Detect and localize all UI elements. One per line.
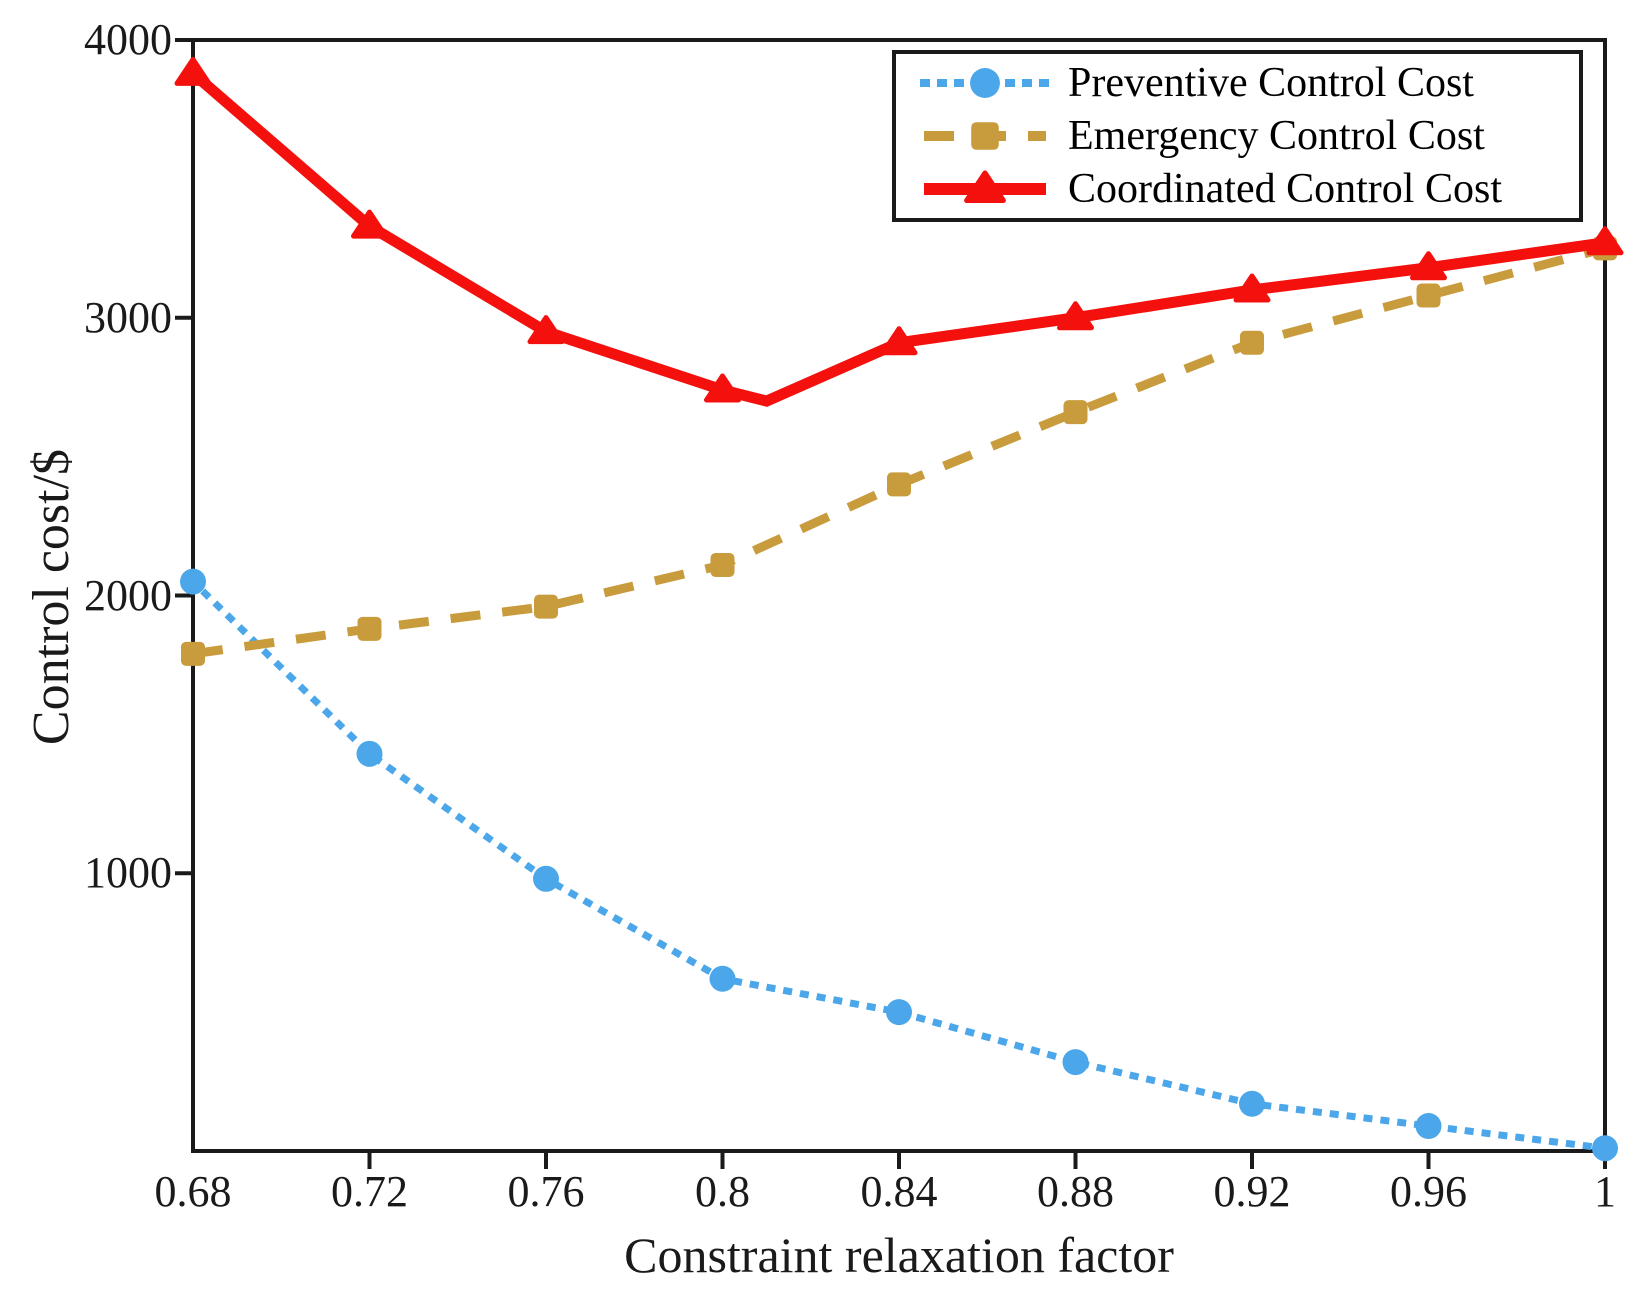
marker-square	[887, 472, 911, 497]
marker-square	[971, 122, 999, 150]
legend-label: Preventive Control Cost	[1068, 59, 1474, 106]
y-tick-label: 2000	[84, 570, 172, 620]
marker-square	[1240, 330, 1264, 355]
marker-circle	[533, 865, 559, 892]
marker-circle	[970, 67, 1000, 98]
marker-triangle	[174, 56, 212, 86]
legend: Preventive Control Cost Emergency Control…	[892, 50, 1583, 222]
x-tick-label: 0.68	[154, 1167, 232, 1216]
y-tick-label: 1000	[84, 848, 172, 898]
marker-circle	[180, 568, 206, 595]
legend-sample-emergency	[924, 122, 1046, 150]
x-tick-label: 0.8	[695, 1167, 750, 1216]
marker-square	[710, 552, 735, 577]
series-line-emergency	[192, 243, 1607, 659]
x-tick-label: 0.92	[1213, 1167, 1291, 1216]
y-tick-label: 3000	[84, 292, 172, 342]
legend-label: Coordinated Control Cost	[1068, 166, 1502, 213]
marker-square	[1063, 400, 1088, 425]
marker-triangle	[1410, 251, 1447, 281]
x-tick-label: 0.88	[1037, 1167, 1114, 1216]
marker-triangle	[1233, 273, 1271, 303]
legend-item-preventive: Preventive Control Cost	[920, 57, 1579, 109]
marker-square	[1416, 283, 1441, 308]
marker-triangle	[527, 315, 565, 345]
x-axis-title: Constraint relaxation factor	[624, 1227, 1174, 1283]
marker-circle	[356, 740, 383, 767]
legend-label: Emergency Control Cost	[1068, 112, 1485, 159]
marker-square	[357, 616, 382, 641]
marker-circle	[1592, 1135, 1618, 1162]
marker-circle	[886, 999, 912, 1026]
marker-triangle	[704, 373, 741, 403]
x-tick-label: 0.96	[1390, 1167, 1467, 1216]
marker-triangle	[880, 326, 918, 356]
legend-sample-preventive	[920, 67, 1050, 98]
legend-item-emergency: Emergency Control Cost	[920, 110, 1579, 162]
marker-square	[181, 641, 205, 666]
legend-sample-coordinated	[924, 170, 1046, 204]
marker-circle	[1062, 1049, 1089, 1076]
marker-circle	[1239, 1090, 1265, 1117]
plot-border	[191, 38, 1607, 1153]
marker-square	[534, 594, 558, 619]
marker-circle	[709, 965, 736, 992]
x-tick-label: 0.76	[507, 1167, 585, 1216]
y-tick-label: 4000	[84, 15, 172, 64]
marker-triangle	[351, 209, 388, 239]
marker-circle	[1415, 1113, 1442, 1140]
marker-triangle	[1057, 301, 1094, 331]
marker-triangle	[1586, 226, 1624, 256]
legend-item-coordinated: Coordinated Control Cost	[920, 163, 1579, 215]
series-line-preventive	[188, 576, 1609, 1153]
x-tick-label: 0.72	[331, 1167, 408, 1216]
x-tick-label: 0.84	[860, 1167, 938, 1216]
marker-triangle	[964, 170, 1006, 204]
x-tick-label: 1	[1594, 1167, 1616, 1216]
y-axis-title: Control cost/$	[23, 448, 80, 746]
series-line-coordinated	[189, 69, 1606, 407]
